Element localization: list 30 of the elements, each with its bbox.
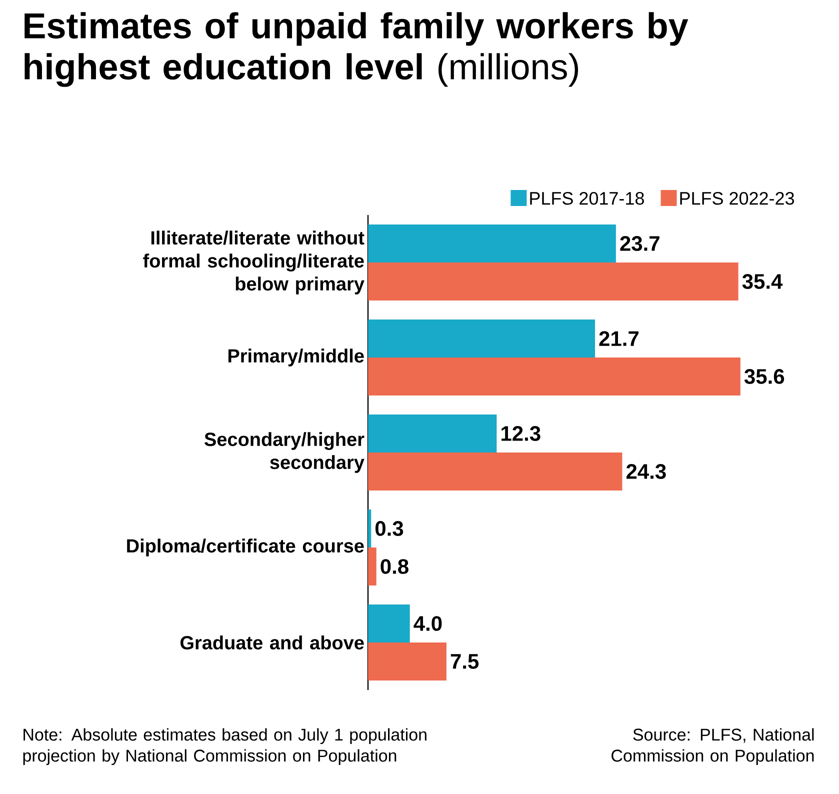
data-label: 23.7 <box>620 236 660 251</box>
data-label: 0.8 <box>380 559 408 574</box>
y-tick-label: Graduate and above <box>180 636 364 650</box>
y-tick-label: Secondary/higher secondary <box>204 432 364 473</box>
bar <box>368 642 446 681</box>
text: Note: Absolute estimates based on July 1 population projection by National Commission on Population <box>23 728 426 766</box>
bar <box>368 224 616 263</box>
bar <box>368 452 622 491</box>
data-label: 35.4 <box>742 274 783 289</box>
bar <box>368 320 596 358</box>
bar <box>368 262 738 301</box>
data-label: 35.6 <box>744 369 784 384</box>
bar <box>368 548 376 586</box>
y-tick-label: Illiterate/literate without formal schooling/literate below primary <box>143 230 364 294</box>
legend-label: PLFS 2017-18 <box>530 192 644 205</box>
data-label: 7.5 <box>450 654 479 669</box>
bar <box>368 604 410 643</box>
y-tick-label: Primary/middle <box>228 348 364 366</box>
data-label: 24.3 <box>626 464 666 479</box>
source-note: Source: PLFS, National Commission on Population <box>612 728 814 766</box>
bar <box>368 510 372 548</box>
y-tick-label: Diploma/certificate course <box>127 538 364 556</box>
data-label: 0.3 <box>375 521 404 536</box>
data-label: 21.7 <box>599 331 638 346</box>
legend-label: PLFS 2022-23 <box>680 192 794 205</box>
bar <box>368 414 497 453</box>
chart-title: Estimates of unpaid family workers by highest education level (millions) <box>24 12 688 87</box>
data-label: 12.3 <box>502 426 540 441</box>
data-label: 4.0 <box>414 616 442 631</box>
bar <box>368 358 740 396</box>
